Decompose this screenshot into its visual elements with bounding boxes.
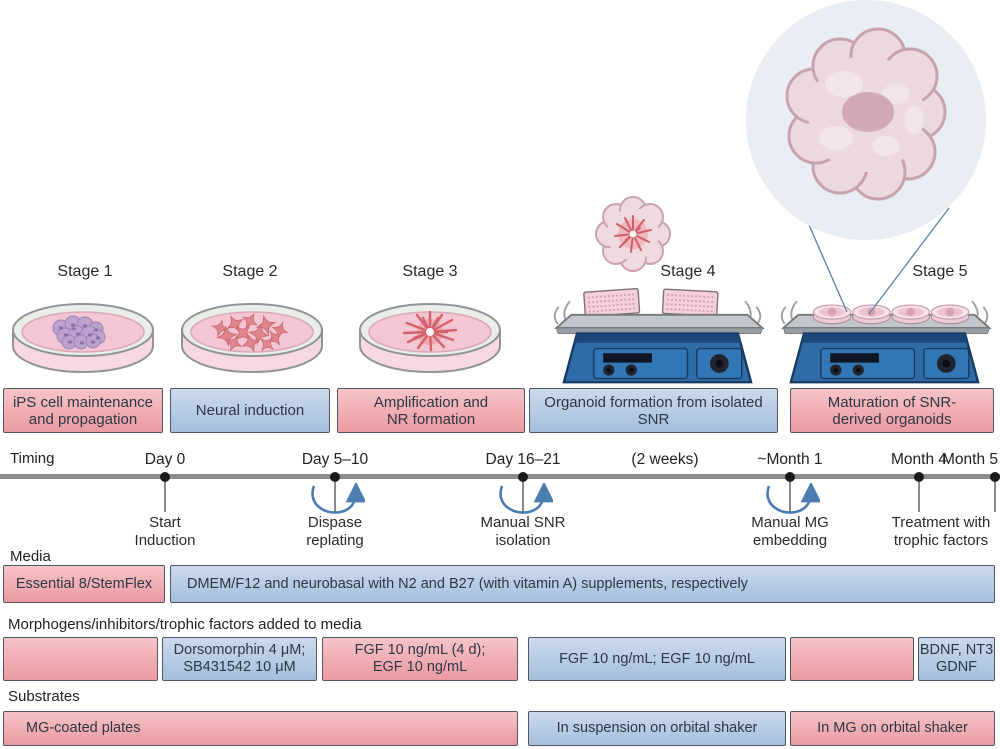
substrates-section-label: Substrates	[8, 688, 80, 705]
timeline-dot-month5	[990, 472, 1000, 482]
timing-section-label: Timing	[10, 450, 55, 467]
curved-arrow-icon	[499, 483, 553, 514]
timeline-tick	[334, 482, 336, 512]
morphogen-box-5	[790, 637, 914, 681]
stage-title-5: Stage 5	[912, 263, 968, 280]
morphogen-box-1	[3, 637, 158, 681]
curved-arrow-icon	[311, 483, 365, 514]
timeline-label-month5: Month 5	[941, 451, 998, 468]
morphogen-box-3: FGF 10 ng/mL (4 d); EGF 10 ng/mL	[322, 637, 518, 681]
media-box-dmem: DMEM/F12 and neurobasal with N2 and B27 …	[170, 565, 995, 603]
morphogen-box-2: Dorsomorphin 4 μM; SB431542 10 μM	[162, 637, 317, 681]
substrate-box-3: In MG on orbital shaker	[790, 711, 995, 746]
morphogens-section-label: Morphogens/inhibitors/trophic factors ad…	[8, 616, 362, 633]
media-box-essential8: Essential 8/StemFlex	[3, 565, 165, 603]
timeline-dot-day5-10	[330, 472, 340, 482]
stage-title-3: Stage 3	[402, 263, 458, 280]
timeline-dot-day16-21	[518, 472, 528, 482]
event-trophic-factors: Treatment with trophic factors	[891, 514, 991, 549]
event-manual-snr-isolation: Manual SNR isolation	[480, 514, 566, 549]
timeline-tick	[164, 482, 166, 512]
stage2-petri-dish-illustration	[181, 303, 323, 373]
timeline-dot-day0	[160, 472, 170, 482]
stage-box-3: Amplification and NR formation	[337, 388, 525, 433]
stage5-orbital-shaker-illustration	[780, 300, 992, 384]
zoom-bubble-illustration	[746, 0, 986, 315]
morphogen-box-4: FGF 10 ng/mL; EGF 10 ng/mL	[528, 637, 786, 681]
timeline-dot-month4	[914, 472, 924, 482]
mature-organoid-illustration	[785, 27, 947, 201]
timeline-label-month1: ~Month 1	[757, 451, 823, 468]
event-dispase-replating: Dispase replating	[306, 514, 364, 549]
event-start-induction: Start Induction	[134, 514, 196, 549]
curved-arrow-icon	[766, 483, 820, 514]
stage-title-1: Stage 1	[57, 263, 113, 280]
substrate-box-2: In suspension on orbital shaker	[528, 711, 786, 746]
stage-title-2: Stage 2	[222, 263, 278, 280]
timeline-tick	[994, 482, 996, 512]
media-section-label: Media	[10, 548, 51, 565]
stage1-petri-dish-illustration	[12, 303, 154, 373]
timeline-tick	[522, 482, 524, 512]
well-plate-illustration	[661, 288, 719, 317]
stage3-petri-dish-illustration	[359, 303, 501, 373]
stage-box-1: iPS cell maintenance and propagation	[3, 388, 163, 433]
timeline-label-2weeks: (2 weeks)	[631, 451, 699, 468]
nr-starburst-illustration	[402, 310, 458, 352]
well-plate-illustration	[583, 287, 641, 318]
timeline-label-month4: Month 4	[890, 451, 947, 468]
stage-box-5: Maturation of SNR- derived organoids	[790, 388, 994, 433]
substrate-box-1: MG-coated plates	[3, 711, 518, 746]
timeline-axis	[0, 474, 1000, 479]
timeline-label-day16-21: Day 16–21	[485, 451, 561, 468]
morphogen-box-6: BDNF, NT3 GDNF	[918, 637, 995, 681]
snr-organoid-illustration	[595, 196, 671, 272]
timeline-tick	[918, 482, 920, 512]
timeline-tick	[789, 482, 791, 512]
timeline-label-day5-10: Day 5–10	[301, 451, 369, 468]
organoid-dishes-illustration	[812, 304, 970, 325]
timeline-label-day0: Day 0	[144, 451, 186, 468]
timeline-dot-month1	[785, 472, 795, 482]
stage-box-4: Organoid formation from isolated SNR	[529, 388, 778, 433]
event-manual-mg-embedding: Manual MG embedding	[751, 514, 829, 549]
stage-box-2: Neural induction	[170, 388, 330, 433]
stage-title-4: Stage 4	[660, 263, 716, 280]
stage4-orbital-shaker-illustration	[553, 287, 765, 384]
